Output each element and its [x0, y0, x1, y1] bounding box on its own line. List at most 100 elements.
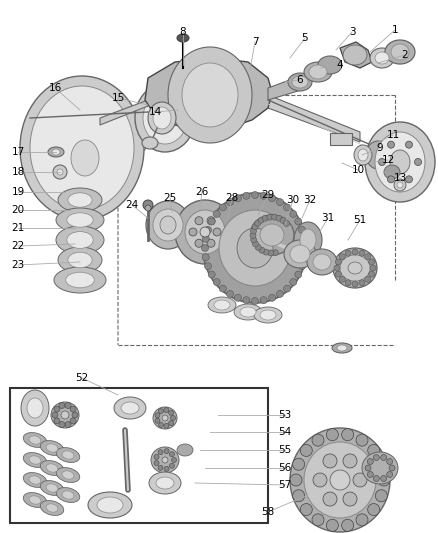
Ellipse shape [290, 428, 390, 532]
Circle shape [145, 205, 151, 211]
Circle shape [323, 492, 337, 506]
Text: 2: 2 [402, 50, 408, 60]
Circle shape [375, 458, 387, 470]
Circle shape [243, 192, 250, 199]
Circle shape [268, 294, 276, 301]
Circle shape [284, 204, 291, 211]
Circle shape [155, 413, 160, 418]
Ellipse shape [51, 402, 79, 428]
Circle shape [272, 214, 278, 220]
Circle shape [207, 217, 215, 225]
Ellipse shape [46, 504, 58, 512]
Circle shape [369, 259, 374, 265]
Circle shape [162, 415, 168, 421]
Circle shape [61, 411, 69, 419]
Ellipse shape [68, 193, 92, 207]
Text: 32: 32 [304, 195, 317, 205]
Circle shape [330, 470, 350, 490]
Circle shape [373, 475, 379, 481]
Circle shape [259, 247, 265, 253]
Ellipse shape [362, 452, 398, 484]
Circle shape [387, 472, 393, 478]
Circle shape [251, 237, 257, 243]
Circle shape [159, 409, 163, 414]
Circle shape [234, 294, 241, 301]
Circle shape [251, 297, 258, 304]
Ellipse shape [146, 201, 190, 249]
Circle shape [339, 276, 345, 282]
Circle shape [323, 454, 337, 468]
Ellipse shape [40, 500, 64, 515]
Circle shape [397, 182, 403, 188]
Ellipse shape [27, 398, 43, 418]
Ellipse shape [288, 73, 312, 91]
Ellipse shape [365, 122, 435, 202]
Ellipse shape [153, 107, 171, 129]
Ellipse shape [40, 441, 64, 455]
Circle shape [373, 455, 379, 461]
Circle shape [387, 458, 393, 465]
Circle shape [336, 259, 341, 265]
Ellipse shape [62, 471, 74, 479]
Circle shape [255, 245, 261, 251]
Circle shape [375, 490, 387, 502]
Circle shape [276, 290, 283, 297]
Text: 52: 52 [75, 373, 88, 383]
Text: 13: 13 [393, 173, 406, 183]
Text: 55: 55 [279, 445, 292, 455]
Circle shape [352, 281, 358, 287]
Circle shape [260, 192, 267, 199]
Circle shape [54, 418, 60, 424]
Circle shape [70, 406, 76, 412]
Ellipse shape [29, 436, 41, 444]
Ellipse shape [62, 491, 74, 499]
Ellipse shape [203, 193, 307, 303]
Circle shape [293, 458, 305, 470]
Ellipse shape [354, 145, 372, 165]
Ellipse shape [30, 86, 134, 210]
Ellipse shape [23, 453, 47, 467]
Circle shape [226, 290, 233, 297]
Ellipse shape [114, 397, 146, 419]
Circle shape [300, 445, 312, 456]
Ellipse shape [284, 240, 316, 268]
Circle shape [170, 416, 176, 421]
Circle shape [72, 412, 78, 418]
Ellipse shape [391, 44, 409, 60]
Text: 5: 5 [302, 33, 308, 43]
Circle shape [65, 422, 71, 427]
Ellipse shape [153, 209, 183, 241]
Ellipse shape [40, 481, 64, 496]
Text: 15: 15 [111, 93, 125, 103]
Circle shape [170, 463, 174, 469]
Circle shape [164, 466, 169, 471]
Polygon shape [268, 95, 360, 142]
Ellipse shape [135, 84, 195, 152]
Ellipse shape [40, 461, 64, 475]
Ellipse shape [304, 62, 332, 82]
Ellipse shape [214, 300, 230, 310]
Circle shape [195, 217, 203, 225]
Ellipse shape [234, 304, 262, 320]
Ellipse shape [177, 444, 193, 456]
Circle shape [164, 423, 169, 429]
Ellipse shape [250, 215, 294, 255]
Circle shape [359, 250, 365, 256]
Circle shape [252, 224, 258, 230]
Ellipse shape [366, 141, 390, 169]
Text: 10: 10 [351, 165, 364, 175]
Circle shape [345, 250, 351, 256]
Text: 8: 8 [180, 27, 186, 37]
Ellipse shape [88, 492, 132, 518]
Circle shape [293, 490, 305, 502]
Circle shape [252, 241, 258, 247]
Circle shape [312, 434, 324, 446]
Circle shape [342, 429, 353, 441]
Circle shape [258, 217, 264, 223]
Text: 28: 28 [226, 193, 239, 203]
Ellipse shape [121, 402, 139, 414]
Circle shape [345, 280, 351, 286]
Circle shape [283, 221, 290, 227]
Circle shape [54, 406, 60, 412]
Circle shape [205, 263, 212, 270]
